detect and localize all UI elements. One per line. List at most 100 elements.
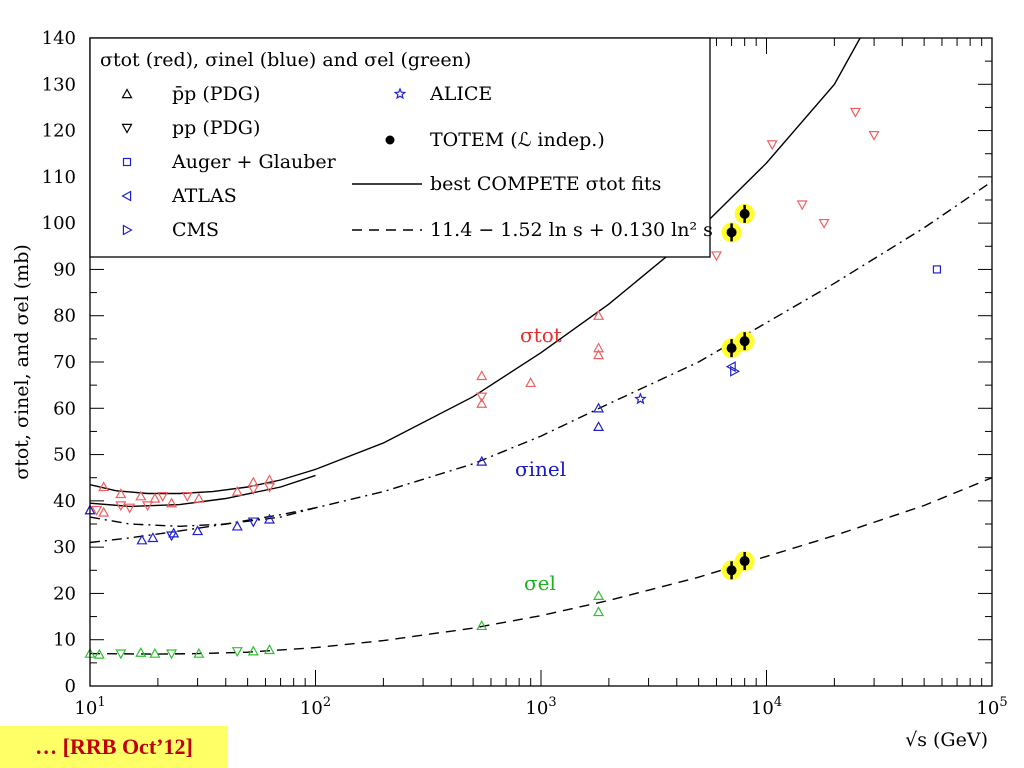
data-point	[796, 200, 808, 211]
legend-title: σtot (red), σinel (blue) and σel (green)	[100, 49, 471, 71]
x-tick-label: 103	[525, 695, 556, 719]
data-point	[263, 474, 275, 485]
data-point	[115, 501, 127, 512]
footer-tag: … [RRB Oct’12]	[0, 726, 228, 768]
footer-tag-text: … [RRB Oct’12]	[35, 734, 193, 759]
legend-item: Auger + Glauber	[171, 151, 337, 173]
legend-box	[89, 37, 711, 258]
data-point	[247, 476, 259, 487]
legend-marker	[121, 190, 132, 202]
data-point	[91, 505, 103, 516]
y-tick-label: 10	[53, 630, 76, 651]
data-point	[247, 645, 259, 656]
data-point	[766, 140, 778, 151]
y-tick-label: 30	[53, 537, 76, 558]
data-point	[231, 485, 243, 496]
totem-point	[739, 208, 750, 219]
y-tick-label: 50	[53, 445, 76, 466]
x-tick-label: 105	[976, 695, 1007, 719]
data-point	[593, 342, 605, 353]
data-point	[476, 397, 488, 408]
data-point	[634, 392, 647, 405]
data-point	[818, 218, 830, 229]
y-tick-label: 40	[53, 491, 76, 512]
data-point	[868, 131, 880, 141]
totem-point	[726, 343, 737, 354]
legend-marker	[121, 123, 133, 134]
legend-item: ATLAS	[171, 185, 237, 207]
totem-point	[726, 565, 737, 576]
y-tick-label: 120	[42, 121, 76, 142]
data-point	[166, 649, 178, 660]
curve-annotation: σel	[524, 571, 556, 595]
y-tick-label: 70	[53, 352, 76, 373]
data-point	[168, 527, 180, 538]
data-point	[192, 525, 204, 536]
y-tick-label: 110	[42, 167, 76, 188]
data-point	[476, 370, 488, 381]
data-point	[710, 251, 722, 262]
data-point	[247, 517, 259, 528]
data-point	[263, 644, 275, 655]
data-point	[149, 647, 161, 658]
totem-point	[739, 336, 750, 347]
data-point	[231, 520, 243, 531]
data-point	[149, 492, 161, 503]
y-tick-label: 20	[53, 583, 76, 604]
data-point	[476, 392, 488, 403]
legend-marker	[393, 87, 407, 100]
y-tick-label: 0	[65, 676, 76, 697]
x-tick-label: 102	[300, 695, 331, 719]
legend-marker	[122, 224, 133, 236]
legend-item: pp (PDG)	[172, 117, 260, 139]
data-point	[124, 503, 136, 514]
legend-item: CMS	[172, 219, 219, 241]
data-point	[98, 506, 110, 517]
fit-curve	[90, 477, 992, 655]
x-tick-label: 104	[751, 695, 782, 719]
fit-curve	[90, 38, 861, 495]
data-point	[115, 488, 127, 499]
x-axis-label: √s (GeV)	[905, 729, 988, 751]
data-point	[593, 349, 605, 360]
fit-curve	[90, 507, 316, 544]
data-point	[932, 265, 942, 274]
data-point	[142, 501, 154, 512]
data-point	[135, 490, 147, 501]
legend-marker	[385, 135, 395, 145]
data-point	[593, 309, 605, 320]
y-tick-label: 140	[42, 28, 76, 49]
data-point	[93, 648, 105, 659]
data-point	[193, 492, 205, 503]
legend-item: 11.4 − 1.52 ln s + 0.130 ln² s	[430, 219, 713, 241]
y-tick-label: 130	[42, 74, 76, 95]
legend-marker	[122, 157, 132, 167]
data-point	[593, 402, 605, 413]
data-point	[157, 492, 169, 502]
legend-item: best COMPETE σtot fits	[430, 173, 661, 195]
legend-item: TOTEM (ℒ indep.)	[430, 129, 605, 151]
y-tick-label: 100	[42, 213, 76, 234]
data-point	[730, 365, 741, 377]
curve-annotation: σtot	[520, 323, 562, 347]
y-tick-label: 60	[53, 398, 76, 419]
data-point	[166, 497, 178, 508]
y-tick-label: 90	[53, 259, 76, 280]
data-point	[181, 492, 193, 502]
totem-point	[739, 556, 750, 567]
y-tick-label: 80	[53, 306, 76, 327]
y-axis-label: σtot, σinel, and σel (mb)	[11, 244, 33, 480]
data-point	[593, 421, 605, 431]
legend-item: ALICE	[429, 83, 492, 105]
data-point	[525, 377, 537, 388]
data-point	[263, 513, 275, 524]
legend-item: p̄p (PDG)	[172, 83, 260, 105]
totem-point	[726, 227, 737, 238]
data-point	[231, 647, 243, 658]
data-point	[849, 107, 861, 118]
data-point	[147, 532, 159, 543]
data-point	[98, 481, 110, 492]
data-point	[476, 620, 488, 631]
